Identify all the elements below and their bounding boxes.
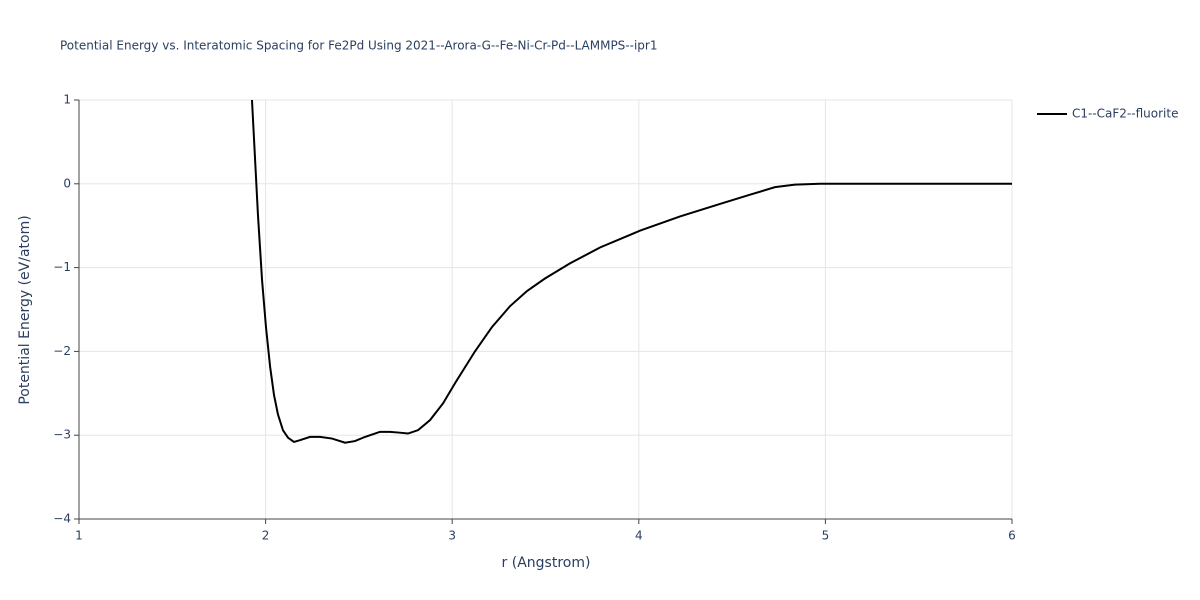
y-axis-title: Potential Energy (eV/atom) bbox=[17, 215, 33, 404]
x-tick-label: 6 bbox=[1008, 529, 1016, 543]
x-tick-label: 4 bbox=[635, 529, 643, 543]
y-tick-label: −2 bbox=[53, 344, 71, 358]
x-axis-title: r (Angstrom) bbox=[502, 555, 591, 571]
legend-label: C1--CaF2--fluorite bbox=[1072, 107, 1178, 121]
x-tick-label: 1 bbox=[75, 529, 83, 543]
y-tick-label: 1 bbox=[63, 93, 71, 107]
x-tick-label: 3 bbox=[448, 529, 456, 543]
y-tick-label: −4 bbox=[53, 512, 71, 526]
x-tick-label: 5 bbox=[822, 529, 830, 543]
y-tick-label: −1 bbox=[53, 260, 71, 274]
x-tick-label: 2 bbox=[262, 529, 270, 543]
y-tick-label: 0 bbox=[63, 176, 71, 190]
line-series bbox=[250, 100, 1012, 444]
y-tick-label: −3 bbox=[53, 428, 71, 442]
chart-title: Potential Energy vs. Interatomic Spacing… bbox=[60, 39, 657, 53]
